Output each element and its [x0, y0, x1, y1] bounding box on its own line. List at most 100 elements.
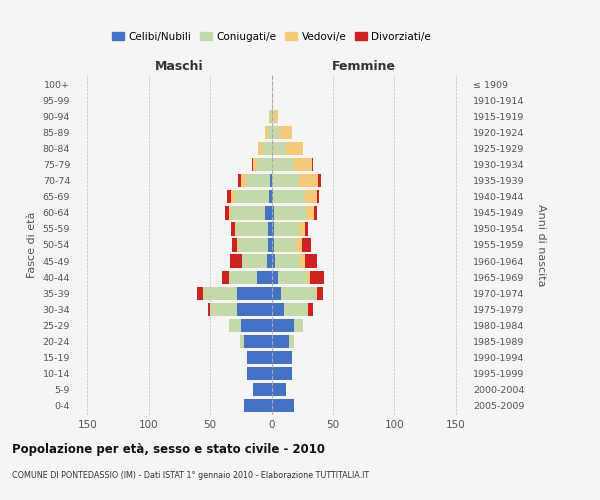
Bar — [247, 366, 271, 380]
Bar — [306, 206, 314, 220]
Bar — [225, 206, 229, 220]
Bar — [312, 158, 313, 172]
Bar — [241, 174, 246, 188]
Bar — [227, 190, 231, 203]
Bar — [289, 334, 293, 348]
Text: Popolazione per età, sesso e stato civile - 2010: Popolazione per età, sesso e stato civil… — [12, 442, 325, 456]
Y-axis label: Fasce di età: Fasce di età — [27, 212, 37, 278]
Bar — [271, 190, 273, 203]
Bar — [208, 302, 210, 316]
Bar — [229, 318, 241, 332]
Bar — [231, 222, 235, 235]
Bar — [239, 334, 244, 348]
Bar — [271, 254, 275, 268]
Bar — [257, 270, 271, 283]
Bar — [271, 383, 286, 396]
Bar — [238, 174, 241, 188]
Text: Maschi: Maschi — [155, 60, 203, 72]
Bar — [246, 174, 270, 188]
Bar — [271, 399, 293, 412]
Bar — [271, 286, 281, 300]
Bar — [232, 238, 237, 252]
Bar — [318, 174, 320, 188]
Bar — [271, 174, 299, 188]
Bar — [271, 302, 284, 316]
Bar — [231, 190, 235, 203]
Bar — [271, 126, 280, 140]
Bar — [265, 126, 268, 140]
Bar — [268, 126, 271, 140]
Bar — [274, 110, 278, 124]
Bar — [244, 334, 271, 348]
Bar — [271, 334, 289, 348]
Y-axis label: Anni di nascita: Anni di nascita — [536, 204, 545, 286]
Bar — [275, 254, 300, 268]
Bar — [296, 238, 302, 252]
Bar — [317, 190, 319, 203]
Bar — [229, 270, 257, 283]
Bar — [274, 206, 306, 220]
Bar — [310, 270, 325, 283]
Bar — [268, 238, 271, 252]
Bar — [308, 302, 313, 316]
Bar — [235, 190, 269, 203]
Bar — [307, 270, 310, 283]
Bar — [242, 254, 266, 268]
Bar — [238, 238, 268, 252]
Bar — [314, 206, 317, 220]
Bar — [271, 350, 292, 364]
Bar — [317, 286, 323, 300]
Bar — [197, 286, 203, 300]
Bar — [237, 238, 238, 252]
Bar — [258, 142, 263, 156]
Bar — [271, 318, 293, 332]
Bar — [236, 222, 268, 235]
Bar — [253, 158, 257, 172]
Bar — [286, 142, 304, 156]
Bar — [284, 302, 308, 316]
Bar — [210, 302, 237, 316]
Bar — [278, 270, 307, 283]
Bar — [253, 383, 271, 396]
Bar — [274, 222, 299, 235]
Bar — [271, 158, 293, 172]
Bar — [273, 190, 305, 203]
Bar — [305, 190, 317, 203]
Bar — [300, 254, 305, 268]
Bar — [268, 222, 271, 235]
Bar — [271, 366, 292, 380]
Bar — [271, 142, 286, 156]
Bar — [302, 238, 311, 252]
Bar — [263, 142, 271, 156]
Bar — [271, 110, 274, 124]
Bar — [293, 318, 304, 332]
Bar — [274, 238, 296, 252]
Bar — [257, 158, 271, 172]
Bar — [293, 158, 312, 172]
Bar — [231, 206, 265, 220]
Bar — [237, 286, 271, 300]
Bar — [230, 254, 242, 268]
Bar — [229, 206, 231, 220]
Text: Femmine: Femmine — [332, 60, 396, 72]
Bar — [269, 190, 271, 203]
Bar — [316, 286, 317, 300]
Bar — [203, 286, 237, 300]
Bar — [265, 206, 271, 220]
Bar — [271, 270, 278, 283]
Bar — [271, 222, 274, 235]
Bar — [271, 94, 273, 107]
Bar — [244, 399, 271, 412]
Text: COMUNE DI PONTEDASSIO (IM) - Dati ISTAT 1° gennaio 2010 - Elaborazione TUTTITALI: COMUNE DI PONTEDASSIO (IM) - Dati ISTAT … — [12, 471, 369, 480]
Legend: Celibi/Nubili, Coniugati/e, Vedovi/e, Divorziati/e: Celibi/Nubili, Coniugati/e, Vedovi/e, Di… — [108, 28, 435, 46]
Bar — [270, 174, 271, 188]
Bar — [223, 270, 229, 283]
Bar — [271, 238, 274, 252]
Bar — [266, 254, 271, 268]
Bar — [235, 222, 236, 235]
Bar — [281, 286, 316, 300]
Bar — [280, 126, 292, 140]
Bar — [237, 302, 271, 316]
Bar — [270, 110, 271, 124]
Bar — [271, 206, 274, 220]
